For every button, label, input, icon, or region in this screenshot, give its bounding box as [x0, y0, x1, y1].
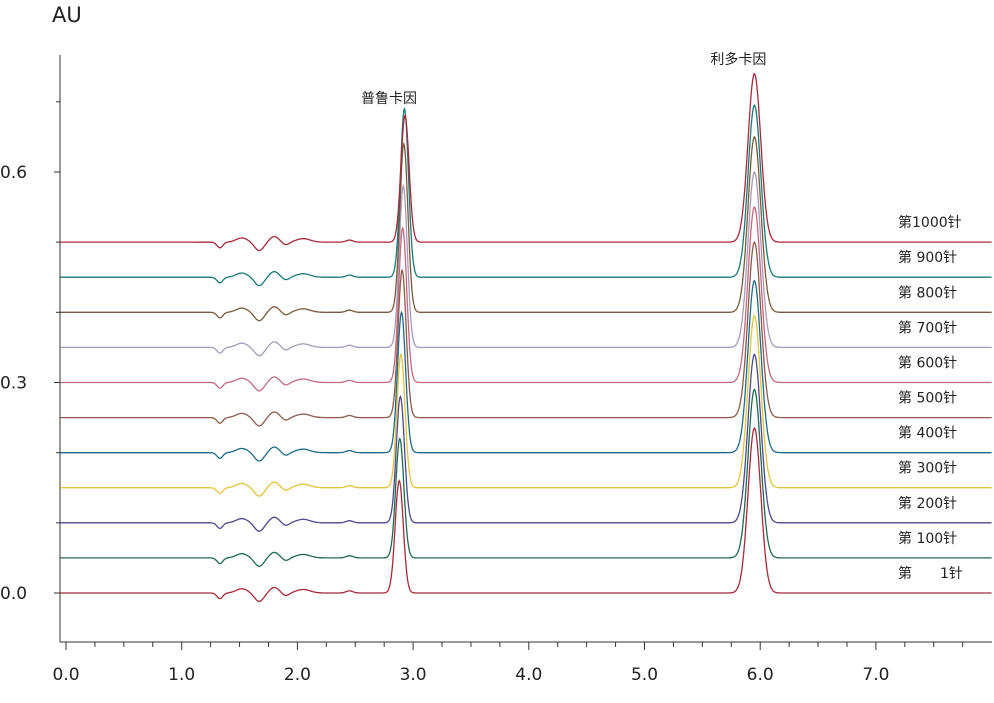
- y-axis-unit-label: AU: [52, 3, 82, 27]
- series-label: 第 600针: [898, 354, 957, 371]
- x-tick-label: 0.0: [52, 665, 79, 685]
- series-trace: [60, 427, 992, 602]
- x-tick-label: 2.0: [284, 665, 311, 685]
- x-tick-label: 7.0: [862, 665, 889, 685]
- chromatogram-traces: [60, 72, 992, 602]
- x-tick-label: 5.0: [631, 665, 658, 685]
- series-label: 第 800针: [898, 284, 957, 301]
- series-trace: [60, 353, 992, 532]
- series-label: 第 200针: [898, 495, 957, 512]
- series-label: 第 500针: [898, 390, 957, 407]
- series-trace: [60, 279, 992, 462]
- peak-labels: 普鲁卡因 利多卡因: [361, 51, 766, 107]
- peak-label: 利多卡因: [710, 51, 766, 68]
- x-tick-label: 1.0: [168, 665, 195, 685]
- series-trace: [60, 241, 992, 427]
- series-trace: [60, 135, 992, 322]
- series-label: 第 1针: [898, 565, 963, 582]
- x-tick-label: 6.0: [747, 665, 774, 685]
- y-tick-label: 0.0: [0, 584, 27, 604]
- y-tick-label: 0.6: [0, 163, 27, 183]
- series-label: 第 700针: [898, 319, 957, 336]
- series-trace: [60, 104, 992, 287]
- series-label: 第 100针: [898, 530, 957, 547]
- x-tick-label: 3.0: [400, 665, 427, 685]
- series-trace: [60, 171, 992, 357]
- peak-label: 普鲁卡因: [361, 91, 417, 107]
- series-trace: [60, 72, 992, 252]
- series-label: 第 400针: [898, 425, 957, 442]
- series-label: 第 900针: [898, 249, 957, 266]
- series-label: 第1000针: [898, 214, 962, 231]
- series-trace: [60, 388, 992, 567]
- series-label: 第 300针: [898, 460, 957, 477]
- series-trace: [60, 314, 992, 497]
- axes: 0.0 1.0 2.0 3.0 4.0 5.0 6.0 7.0 0.0 0.3 0.6: [0, 55, 992, 685]
- x-tick-label: 4.0: [515, 665, 542, 685]
- series-trace: [60, 206, 992, 392]
- y-tick-label: 0.3: [0, 373, 27, 393]
